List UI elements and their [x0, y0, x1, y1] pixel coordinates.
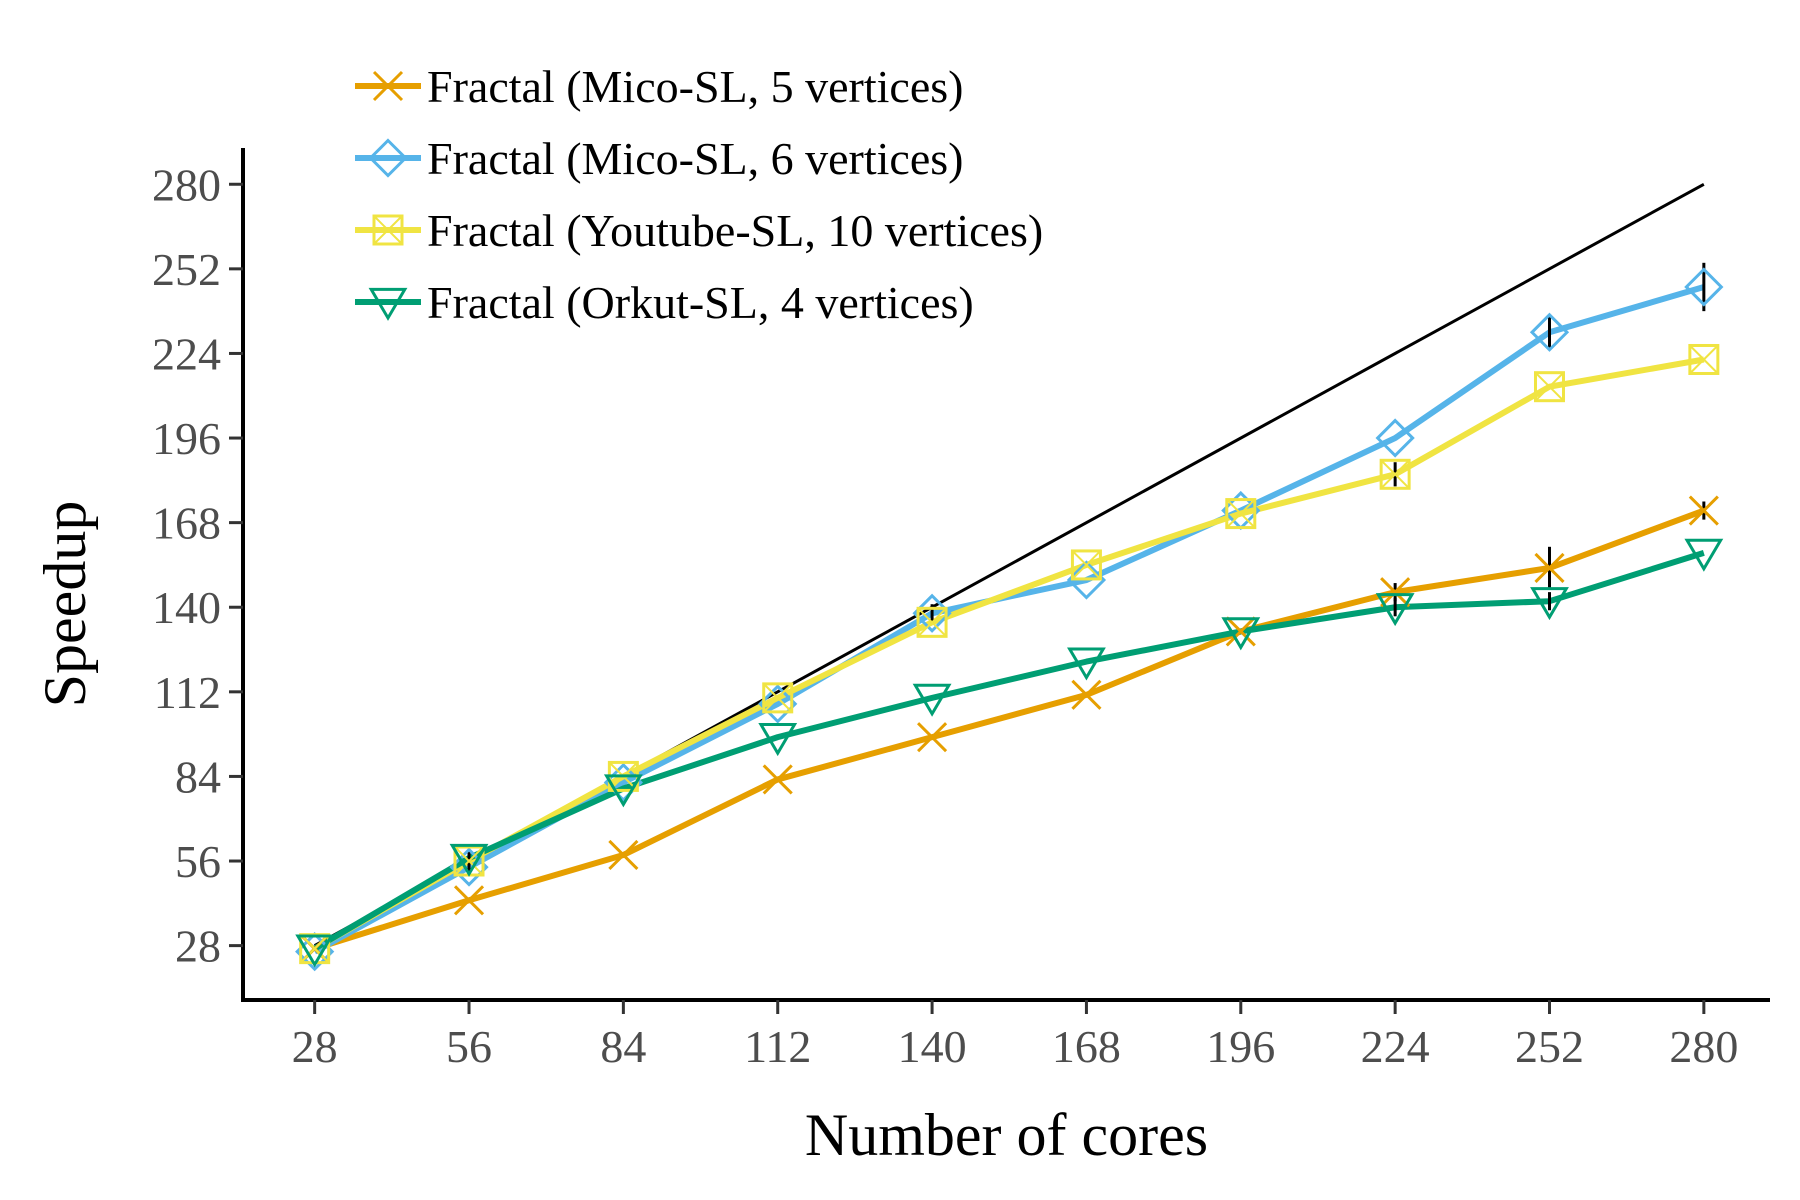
axes: 28 56 84 112 140 168 196 224 252 280 28 56 84 112 140 1…: [152, 148, 1770, 1072]
y-tick-label-3: 112: [154, 667, 221, 718]
legend: Fractal (Mico-SL, 5 vertices) Fractal (Mi…: [355, 61, 1043, 328]
x-tick-label-5: 168: [1052, 1021, 1121, 1072]
legend-label-3: Fractal (Orkut-SL, 4 vertices): [427, 277, 974, 328]
y-tick-label-9: 280: [152, 159, 221, 210]
x-tick-label-0: 28: [292, 1021, 338, 1072]
x-tick-label-2: 84: [600, 1021, 646, 1072]
data-point-3-0: [295, 934, 335, 968]
data-point-3-5: [1067, 647, 1106, 681]
legend-marker-1: [368, 138, 408, 178]
data-point-2-8: [1533, 371, 1565, 403]
y-axis-title: Speedup: [32, 501, 98, 708]
data-point-1-8: [1529, 312, 1570, 352]
x-tick-label-1: 56: [446, 1021, 492, 1072]
data-point-0-9: [1688, 495, 1719, 526]
data-point-3-4: [912, 683, 952, 717]
y-tick-label-5: 168: [152, 498, 221, 549]
x-tick-label-7: 224: [1361, 1021, 1430, 1072]
data-point-0-1: [453, 885, 485, 916]
data-point-0-5: [1071, 679, 1102, 710]
legend-label-0: Fractal (Mico-SL, 5 vertices): [427, 61, 963, 112]
y-tick-label-6: 196: [152, 413, 221, 464]
data-point-0-6: [1225, 616, 1256, 647]
data-point-2-6: [1225, 498, 1257, 530]
data-point-3-9: [1684, 538, 1724, 572]
data-point-3-6: [1221, 617, 1261, 651]
data-point-0-2: [608, 839, 639, 871]
x-tick-label-4: 140: [898, 1021, 967, 1072]
legend-label-2: Fractal (Youtube-SL, 10 vertices): [427, 205, 1043, 256]
legend-entry-2: Fractal (Youtube-SL, 10 vertices): [355, 205, 1043, 256]
legend-marker-2: [372, 214, 404, 246]
data-point-2-3: [762, 682, 794, 714]
data-point-0-8: [1534, 552, 1565, 584]
data-point-3-3: [758, 723, 798, 757]
legend-label-1: Fractal (Mico-SL, 6 vertices): [427, 133, 963, 184]
series-line-1: [313, 284, 1705, 955]
y-tick-label-1: 56: [175, 836, 221, 887]
data-point-0-4: [917, 722, 948, 753]
data-point-1-5: [1066, 560, 1107, 600]
data-point-2-5: [1070, 549, 1102, 581]
data-point-2-7: [1379, 458, 1411, 490]
data-point-3-7: [1375, 593, 1415, 627]
x-tick-label-6: 196: [1206, 1021, 1275, 1072]
legend-marker-0: [372, 70, 404, 102]
series-line-0: [313, 507, 1705, 952]
data-point-1-9: [1684, 267, 1724, 307]
plot-area: [295, 182, 1724, 972]
y-tick-label-0: 28: [175, 921, 221, 972]
data-point-2-9: [1688, 343, 1720, 375]
data-point-3-1: [449, 843, 489, 877]
data-point-2-4: [916, 606, 948, 638]
x-tick-label-8: 252: [1515, 1021, 1584, 1072]
legend-entry-3: Fractal (Orkut-SL, 4 vertices): [355, 277, 974, 328]
data-point-1-1: [449, 847, 489, 887]
legend-entry-0: Fractal (Mico-SL, 5 vertices): [355, 61, 963, 112]
data-point-1-7: [1375, 418, 1415, 458]
x-tick-label-3: 112: [744, 1021, 811, 1072]
data-point-1-3: [758, 684, 798, 724]
x-tick-label-9: 280: [1669, 1021, 1738, 1072]
data-point-0-3: [762, 764, 793, 795]
y-tick-label-8: 252: [152, 244, 221, 295]
x-axis-title: Number of cores: [805, 1102, 1208, 1168]
y-tick-label-4: 140: [152, 582, 221, 633]
data-point-3-8: [1530, 587, 1569, 621]
legend-marker-3: [368, 287, 408, 321]
series-line-3: [313, 549, 1705, 952]
y-tick-label-2: 84: [175, 751, 221, 802]
data-point-3-2: [603, 774, 643, 808]
legend-entry-1: Fractal (Mico-SL, 6 vertices): [355, 133, 963, 184]
y-tick-label-7: 224: [152, 328, 221, 379]
data-point-0-7: [1380, 577, 1411, 608]
series-line-2: [313, 356, 1705, 952]
